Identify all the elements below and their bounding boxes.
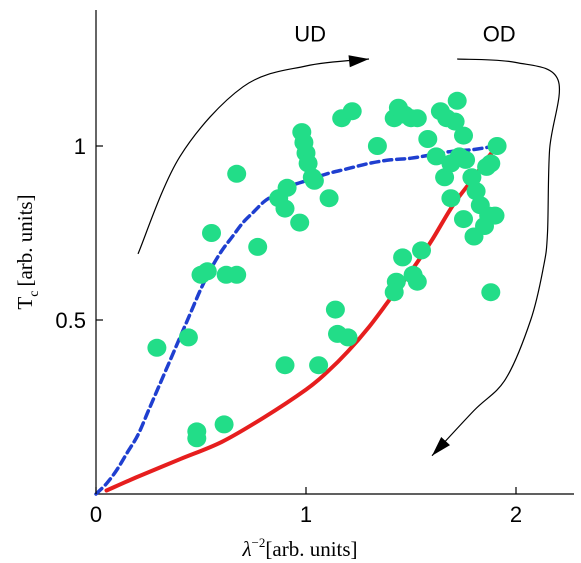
- data-point: [275, 199, 295, 218]
- od-arrow-head: [432, 437, 450, 456]
- data-point: [202, 224, 221, 242]
- data-point: [248, 237, 268, 256]
- y-tick-label: 1: [74, 134, 86, 159]
- data-point: [412, 241, 431, 260]
- data-point: [393, 248, 413, 267]
- red-solid-curve: [104, 147, 497, 493]
- data-point: [464, 227, 484, 246]
- data-point: [441, 154, 461, 173]
- data-point: [407, 272, 427, 291]
- data-point: [309, 356, 329, 375]
- data-point: [407, 109, 427, 128]
- data-point: [325, 300, 345, 319]
- data-point: [277, 178, 297, 197]
- axes: [95, 10, 574, 495]
- data-point: [441, 189, 461, 208]
- data-point: [481, 154, 501, 173]
- scatter-points: [147, 91, 507, 448]
- data-point: [292, 123, 312, 142]
- data-point: [456, 150, 476, 169]
- data-point: [304, 171, 324, 190]
- y-axis-subscript: c: [27, 291, 42, 297]
- data-point: [290, 213, 310, 232]
- x-axis-label: λ−2[arb. units]: [241, 535, 357, 561]
- data-point: [178, 328, 198, 347]
- curves-layer: [94, 144, 497, 496]
- data-point: [147, 338, 167, 357]
- y-axis-label: Tc [arb. units]: [13, 194, 42, 309]
- x-tick-label: 0: [90, 502, 102, 527]
- data-point: [338, 328, 358, 347]
- data-point: [454, 126, 473, 145]
- x-axis-superscript: −2: [252, 535, 266, 550]
- data-point: [481, 283, 501, 302]
- data-point: [187, 429, 207, 448]
- data-point: [454, 210, 473, 229]
- x-axis-unit: [arb. units]: [265, 537, 357, 561]
- data-point: [445, 112, 465, 131]
- data-point: [435, 168, 455, 187]
- data-point: [384, 283, 404, 302]
- data-point: [426, 147, 446, 166]
- data-point: [214, 415, 234, 434]
- data-point: [275, 356, 295, 375]
- annotation-ud: UD: [294, 22, 326, 47]
- data-point: [367, 137, 387, 155]
- data-point: [447, 91, 467, 110]
- ud-arrow: [137, 58, 370, 255]
- ticks-layer: 0 1 2 0.5 1: [55, 134, 522, 527]
- data-point: [319, 189, 339, 208]
- arrows-layer: [137, 55, 561, 457]
- blue-dashed-curve: [94, 144, 497, 496]
- data-point: [197, 262, 217, 281]
- data-point: [487, 137, 507, 155]
- data-point: [298, 154, 318, 173]
- ud-arrow-head: [348, 55, 369, 68]
- data-point: [227, 164, 247, 183]
- annotation-od: OD: [483, 22, 516, 47]
- x-tick-label: 2: [510, 502, 522, 527]
- x-tick-label: 1: [300, 502, 312, 527]
- x-axis-symbol: λ: [241, 537, 251, 561]
- data-point: [418, 130, 438, 148]
- y-axis-unit: [arb. units]: [13, 194, 37, 286]
- data-point: [466, 182, 486, 201]
- od-arrow: [431, 58, 561, 457]
- data-point: [227, 265, 247, 284]
- y-tick-label: 0.5: [55, 308, 86, 333]
- annotations-layer: UD OD: [294, 22, 515, 47]
- y-axis-symbol: T: [13, 297, 37, 310]
- data-point: [462, 168, 482, 187]
- data-point: [342, 102, 362, 121]
